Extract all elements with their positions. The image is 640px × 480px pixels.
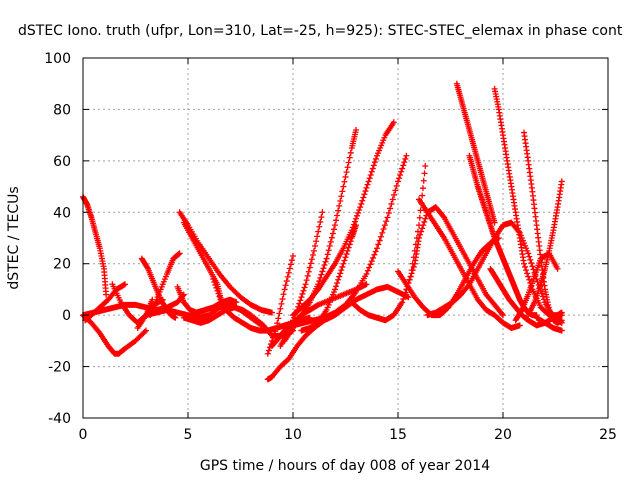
x-tick-label: 15 xyxy=(389,427,407,443)
axis-ticks xyxy=(82,57,609,419)
plot-frame xyxy=(82,57,609,419)
y-tick-label: -40 xyxy=(48,411,71,427)
y-tick-label: -20 xyxy=(48,360,71,376)
x-tick-label: 0 xyxy=(79,427,88,443)
data-marker-series xyxy=(143,301,265,329)
x-tick-labels: 0 5 10 15 20 25 xyxy=(79,427,617,443)
y-tick-labels: -40 -20 0 20 40 60 80 100 xyxy=(44,51,71,427)
grid xyxy=(83,58,608,418)
data-marker-series xyxy=(80,193,110,298)
y-tick-label: 60 xyxy=(53,154,71,170)
data-marker-series xyxy=(533,314,565,334)
y-tick-label: 100 xyxy=(44,51,71,67)
data-marker-series xyxy=(525,178,565,319)
data-marker-series xyxy=(453,80,498,226)
data-points xyxy=(80,80,565,383)
data-marker-series xyxy=(264,253,296,357)
data-marker-series xyxy=(210,276,225,306)
x-axis-label: GPS time / hours of day 008 of year 2014 xyxy=(200,458,490,474)
x-tick-label: 5 xyxy=(184,427,193,443)
chart-title: dSTEC Iono. truth (ufpr, Lon=310, Lat=-2… xyxy=(18,23,623,39)
data-marker-series xyxy=(277,209,326,349)
y-tick-label: 0 xyxy=(62,308,71,324)
x-tick-label: 25 xyxy=(599,427,617,443)
x-tick-label: 10 xyxy=(284,427,302,443)
data-marker-series xyxy=(403,204,506,319)
data-marker-series xyxy=(176,209,275,316)
x-tick-label: 20 xyxy=(494,427,512,443)
data-marker-series xyxy=(521,129,565,326)
y-tick-label: 20 xyxy=(53,257,71,273)
y-axis-label: dSTEC / TECUs xyxy=(6,186,22,289)
data-marker-series xyxy=(416,196,523,331)
y-tick-label: 80 xyxy=(53,102,71,118)
data-marker-series xyxy=(298,222,359,334)
y-tick-label: 40 xyxy=(53,205,71,221)
